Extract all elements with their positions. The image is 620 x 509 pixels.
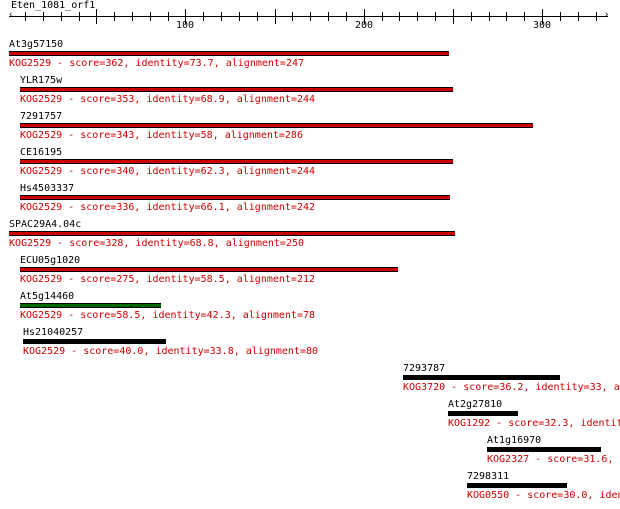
axis-minor-tick [310, 12, 311, 21]
axis-major-tick [364, 9, 365, 24]
hit-bar[interactable] [20, 123, 533, 128]
hit-name[interactable]: ECU05g1020 [20, 255, 81, 266]
hit-name[interactable]: At3g57150 [9, 39, 64, 50]
axis-minor-tick [43, 12, 44, 21]
query-title: Eten_1081_orf1 [11, 0, 96, 11]
hit-description: KOG1292 - score=32.3, identity=30.2, ali… [448, 418, 620, 429]
hit-bar[interactable] [448, 411, 518, 416]
hit-description: KOG2529 - score=328, identity=68.8, alig… [9, 238, 305, 249]
axis-major-tick [275, 9, 276, 24]
axis-minor-tick [203, 12, 204, 21]
hit-bar[interactable] [487, 447, 601, 452]
axis-tick-label: 100 [175, 20, 195, 31]
axis-minor-tick [578, 12, 579, 21]
axis-major-tick [185, 9, 186, 24]
axis-minor-tick [292, 12, 293, 21]
axis-tick-label: 200 [354, 20, 374, 31]
axis-minor-tick [489, 12, 490, 21]
hit-name[interactable]: SPAC29A4.04c [9, 219, 82, 230]
axis-minor-tick [471, 12, 472, 21]
axis-line [9, 16, 608, 17]
axis-minor-tick [61, 12, 62, 21]
axis-minor-tick [257, 12, 258, 21]
hit-description: KOG2529 - score=40.0, identity=33.8, ali… [23, 346, 319, 357]
hit-bar[interactable] [20, 87, 453, 92]
hit-name[interactable]: 7298311 [467, 471, 510, 482]
axis-major-tick [453, 9, 454, 24]
hit-name[interactable]: At2g27810 [448, 399, 503, 410]
hit-name[interactable]: 7291757 [20, 111, 63, 122]
hit-bar[interactable] [403, 375, 560, 380]
hit-bar[interactable] [20, 267, 398, 272]
hit-description: KOG2529 - score=353, identity=68.9, alig… [20, 94, 316, 105]
hit-description: KOG2327 - score=31.6, identity=26.9, ali… [487, 454, 620, 465]
axis-end-arrow: › [604, 10, 610, 20]
axis-minor-tick [114, 12, 115, 21]
hit-bar[interactable] [9, 231, 455, 236]
hit-bar[interactable] [20, 195, 450, 200]
hit-description: KOG2529 - score=340, identity=62.3, alig… [20, 166, 316, 177]
axis-minor-tick [346, 12, 347, 21]
axis-minor-tick [150, 12, 151, 21]
hit-name[interactable]: Hs21040257 [23, 327, 84, 338]
hit-description: KOG2529 - score=58.5, identity=42.3, ali… [20, 310, 316, 321]
axis-minor-tick [435, 12, 436, 21]
hit-name[interactable]: At1g16970 [487, 435, 542, 446]
hit-name[interactable]: Hs4503337 [20, 183, 75, 194]
axis-major-tick [96, 9, 97, 24]
hit-description: KOG0550 - score=30.0, identity=28.1, ali… [467, 490, 620, 501]
hit-bar[interactable] [20, 159, 453, 164]
axis-minor-tick [79, 12, 80, 21]
axis-minor-tick [168, 12, 169, 21]
axis-minor-tick [399, 12, 400, 21]
axis-minor-tick [524, 12, 525, 21]
hit-name[interactable]: CE16195 [20, 147, 63, 158]
hit-description: KOG2529 - score=343, identity=58, alignm… [20, 130, 303, 141]
axis-minor-tick [417, 12, 418, 21]
hit-name[interactable]: At5g14460 [20, 291, 75, 302]
axis-minor-tick [132, 12, 133, 21]
hit-description: KOG2529 - score=336, identity=66.1, alig… [20, 202, 316, 213]
hit-description: KOG2529 - score=362, identity=73.7, alig… [9, 58, 305, 69]
axis-start-arrow: ‹ [8, 10, 14, 20]
axis-minor-tick [328, 12, 329, 21]
hit-description: KOG2529 - score=275, identity=58.5, alig… [20, 274, 316, 285]
hit-description: KOG3720 - score=36.2, identity=33, align… [403, 382, 620, 393]
hit-name[interactable]: YLR175w [20, 75, 63, 86]
hit-bar[interactable] [20, 303, 161, 308]
axis-minor-tick [25, 12, 26, 21]
axis-tick-label: 300 [532, 20, 552, 31]
axis-minor-tick [382, 12, 383, 21]
hit-name[interactable]: 7293787 [403, 363, 446, 374]
hit-bar[interactable] [23, 339, 166, 344]
axis-minor-tick [506, 12, 507, 21]
hit-bar[interactable] [9, 51, 449, 56]
axis-minor-tick [560, 12, 561, 21]
axis-minor-tick [221, 12, 222, 21]
axis-minor-tick [239, 12, 240, 21]
axis-major-tick [542, 9, 543, 24]
hit-bar[interactable] [467, 483, 567, 488]
axis-minor-tick [596, 12, 597, 21]
